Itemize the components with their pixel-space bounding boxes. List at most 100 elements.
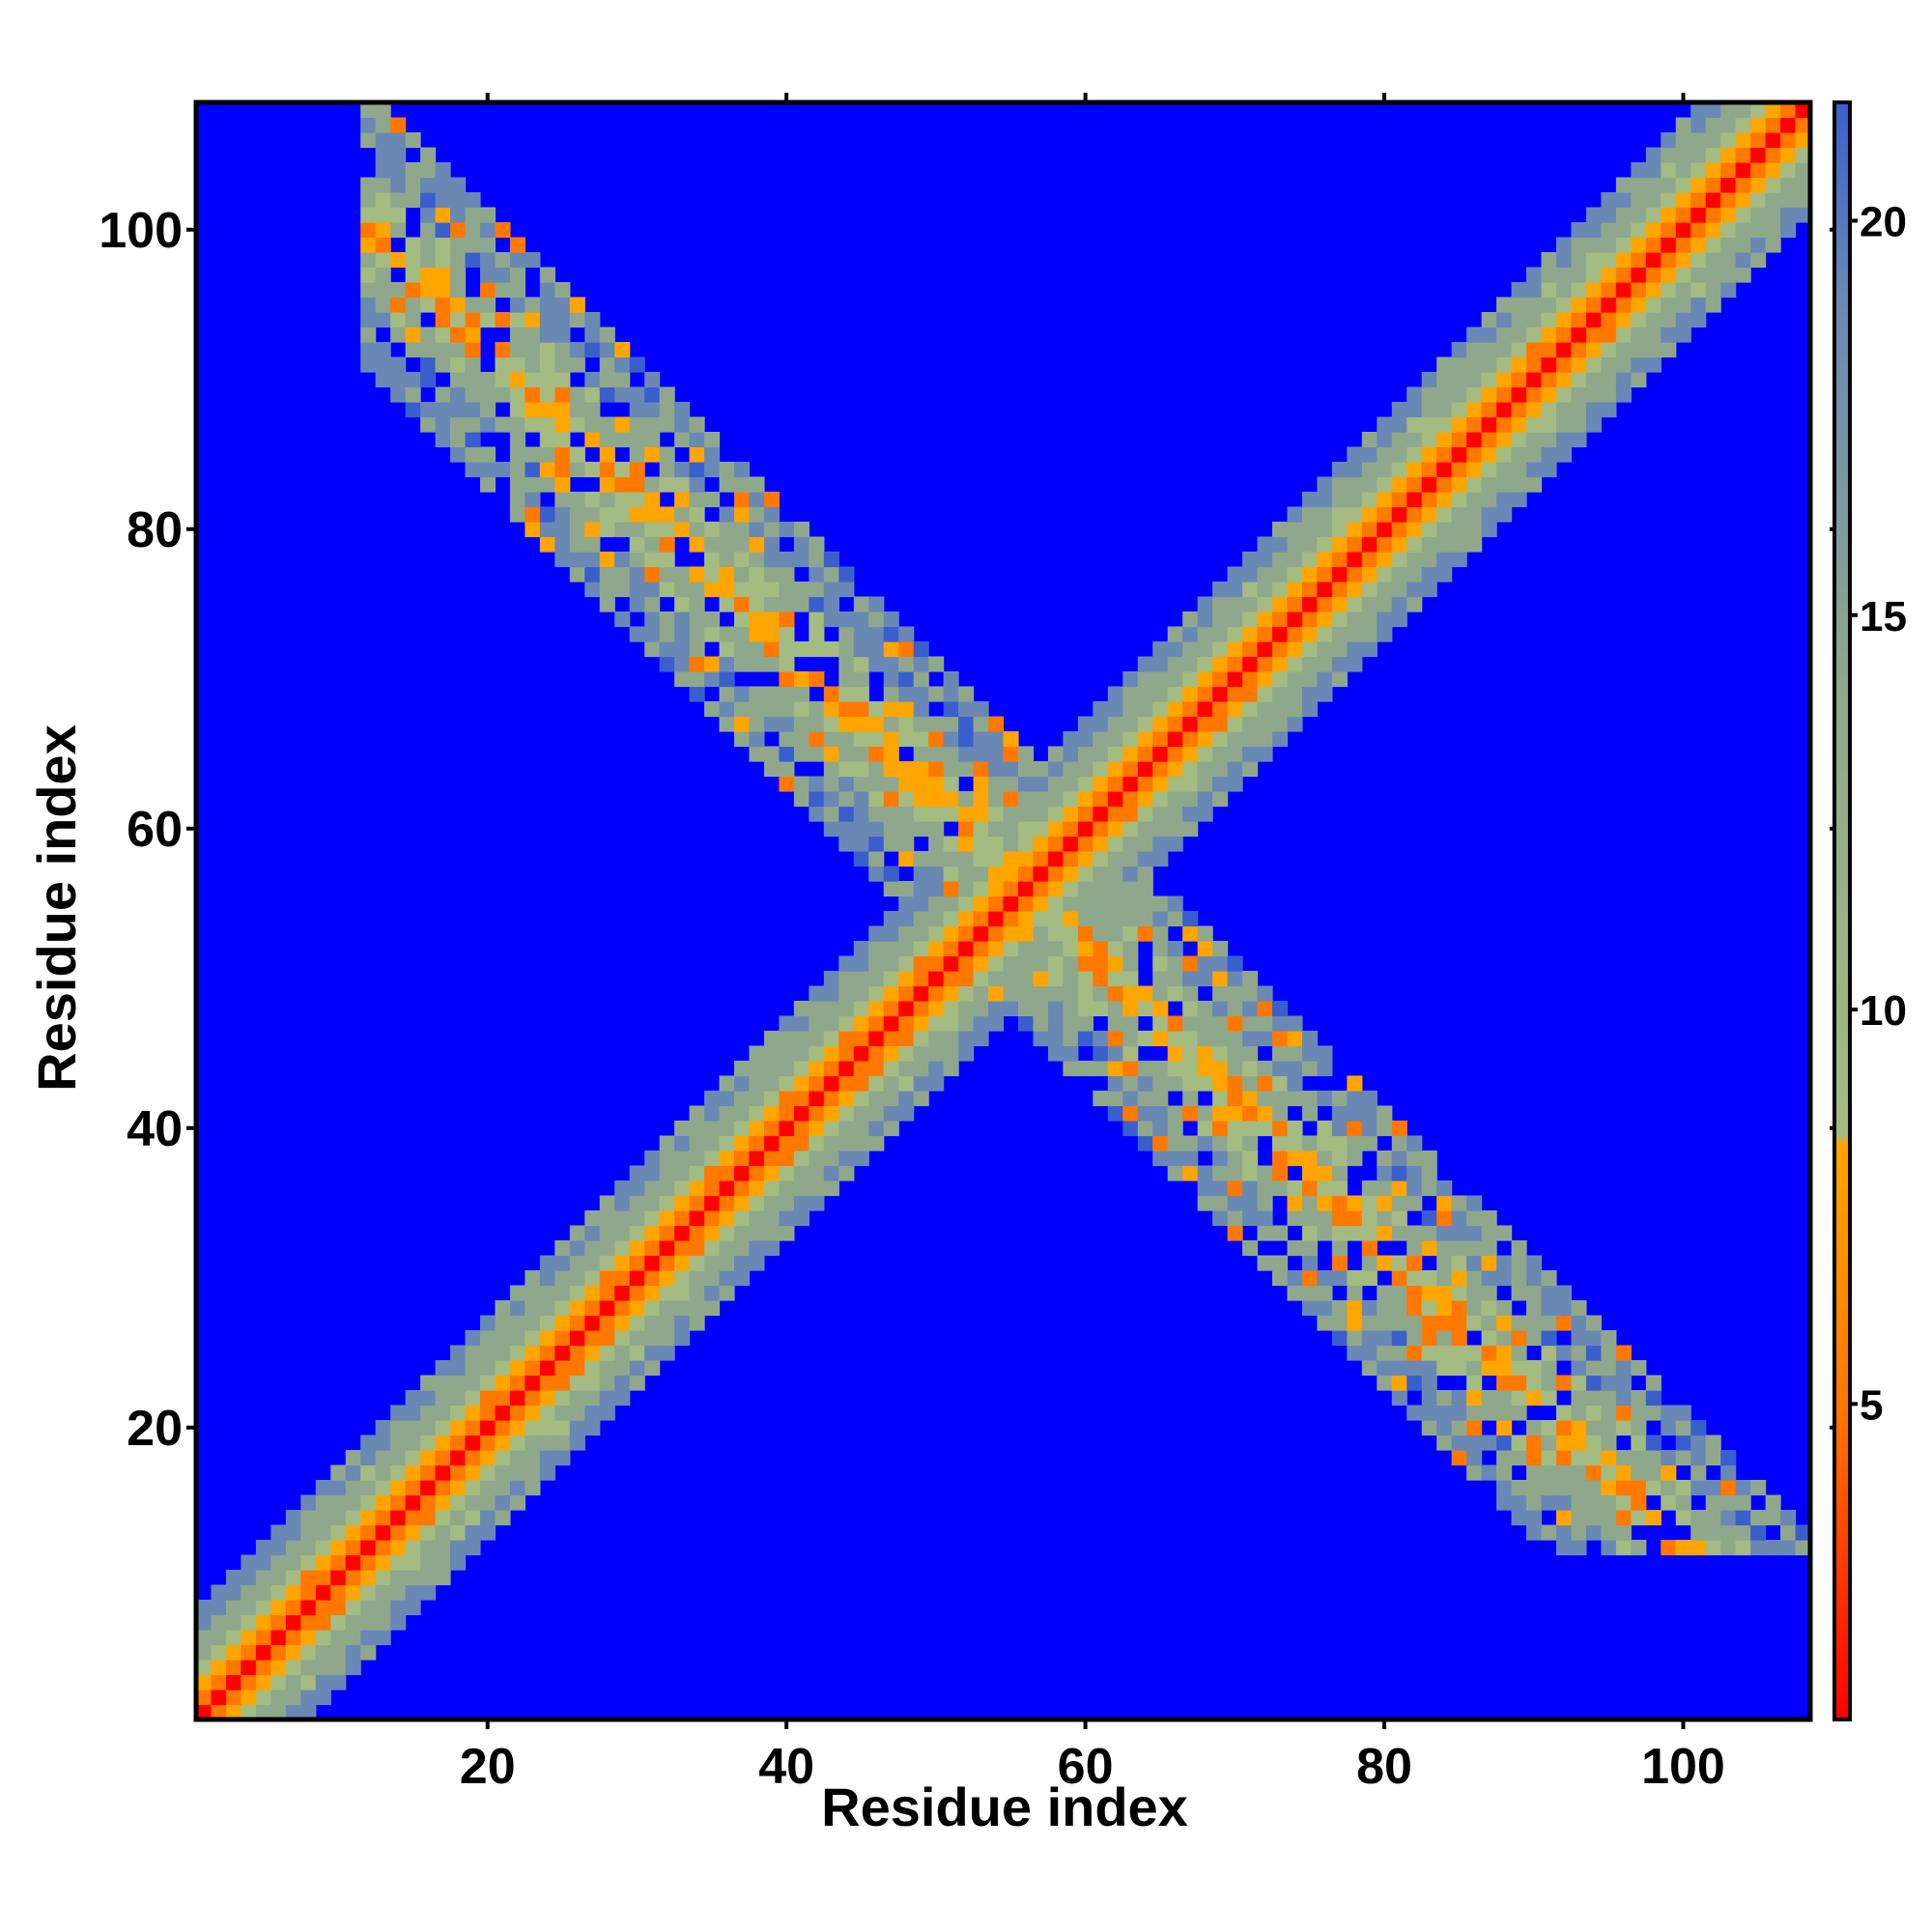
heatmap-cell bbox=[1481, 416, 1497, 433]
heatmap-cell bbox=[1017, 955, 1035, 972]
heatmap-cell bbox=[1033, 821, 1049, 838]
heatmap-cell bbox=[1003, 746, 1019, 762]
heatmap-cell bbox=[1571, 282, 1587, 298]
heatmap-cell bbox=[420, 1375, 437, 1391]
heatmap-cell bbox=[1063, 776, 1079, 792]
heatmap-cell bbox=[1122, 911, 1139, 927]
heatmap-cell bbox=[1197, 716, 1213, 732]
heatmap-cell bbox=[569, 386, 585, 403]
heatmap-cell bbox=[1242, 626, 1259, 642]
heatmap-cell bbox=[1047, 776, 1064, 792]
heatmap-cell bbox=[1690, 1435, 1707, 1451]
heatmap-cell bbox=[943, 686, 959, 702]
heatmap-cell bbox=[823, 731, 839, 748]
heatmap-cell bbox=[554, 1270, 571, 1287]
heatmap-cell bbox=[838, 731, 855, 748]
heatmap-cell bbox=[779, 746, 795, 762]
heatmap-cell bbox=[659, 536, 675, 553]
heatmap-cell bbox=[405, 327, 421, 343]
heatmap-cell bbox=[1077, 1001, 1094, 1017]
heatmap-cell bbox=[689, 1315, 705, 1331]
heatmap-cell bbox=[749, 1195, 765, 1211]
heatmap-cell bbox=[749, 1240, 765, 1257]
heatmap-cell bbox=[465, 1420, 481, 1436]
heatmap-cell bbox=[1347, 462, 1363, 478]
heatmap-cell bbox=[734, 611, 751, 628]
heatmap-cell bbox=[525, 506, 541, 523]
heatmap-cell bbox=[479, 386, 497, 403]
heatmap-cell bbox=[1137, 746, 1153, 762]
heatmap-cell bbox=[1421, 372, 1437, 388]
heatmap-cell bbox=[1705, 237, 1721, 253]
heatmap-cell bbox=[1421, 522, 1437, 538]
y-tick-label: 20 bbox=[127, 1401, 183, 1457]
heatmap-cell bbox=[868, 1091, 885, 1107]
heatmap-cell bbox=[973, 895, 989, 912]
heatmap-cell bbox=[823, 1180, 839, 1197]
heatmap-cell bbox=[749, 552, 765, 568]
heatmap-cell bbox=[913, 701, 929, 718]
heatmap-cell bbox=[390, 1405, 407, 1421]
heatmap-cell bbox=[1152, 701, 1169, 718]
heatmap-cell bbox=[1227, 701, 1243, 718]
heatmap-cell bbox=[1107, 731, 1123, 748]
heatmap-cell bbox=[1361, 1315, 1378, 1331]
heatmap-cell bbox=[1212, 686, 1229, 702]
heatmap-cell bbox=[525, 492, 541, 508]
heatmap-cell bbox=[1003, 955, 1019, 972]
heatmap-cell bbox=[420, 177, 437, 193]
heatmap-cell bbox=[1107, 895, 1123, 912]
heatmap-cell bbox=[1182, 626, 1199, 642]
heatmap-cell bbox=[1212, 1001, 1229, 1017]
heatmap-cell bbox=[1212, 656, 1229, 672]
heatmap-cell bbox=[1017, 836, 1035, 852]
heatmap-cell bbox=[1555, 1540, 1573, 1556]
heatmap-cell bbox=[704, 1255, 721, 1271]
heatmap-cell bbox=[749, 1061, 765, 1077]
heatmap-cell bbox=[285, 1554, 301, 1571]
heatmap-cell bbox=[928, 791, 945, 808]
heatmap-cell bbox=[1631, 1360, 1647, 1377]
heatmap-cell bbox=[1227, 1121, 1243, 1137]
heatmap-cell bbox=[390, 252, 407, 269]
heatmap-cell bbox=[300, 1494, 317, 1511]
heatmap-cell bbox=[614, 1210, 631, 1227]
heatmap-cell bbox=[973, 701, 989, 718]
heatmap-cell bbox=[479, 1450, 497, 1466]
heatmap-cell bbox=[853, 596, 869, 612]
heatmap-cell bbox=[1301, 1180, 1319, 1197]
heatmap-cell bbox=[1661, 132, 1677, 149]
heatmap-cell bbox=[1063, 971, 1079, 987]
heatmap-cell bbox=[1541, 416, 1557, 433]
heatmap-cell bbox=[898, 761, 915, 778]
heatmap-cell bbox=[599, 582, 615, 598]
heatmap-cell bbox=[1182, 821, 1199, 838]
heatmap-cell bbox=[465, 312, 481, 328]
heatmap-cell bbox=[1137, 911, 1153, 927]
heatmap-cell bbox=[1661, 222, 1677, 239]
heatmap-cell bbox=[719, 1210, 735, 1227]
heatmap-cell bbox=[1017, 925, 1035, 942]
heatmap-cell bbox=[749, 1135, 765, 1151]
heatmap-cell bbox=[823, 686, 839, 702]
heatmap-cell bbox=[868, 656, 885, 672]
heatmap-cell bbox=[435, 1405, 451, 1421]
heatmap-cell bbox=[360, 1570, 377, 1586]
heatmap-cell bbox=[614, 356, 631, 373]
heatmap-cell bbox=[1675, 1494, 1691, 1511]
heatmap-cell bbox=[913, 641, 929, 658]
heatmap-cell bbox=[450, 356, 467, 373]
heatmap-cell bbox=[255, 1674, 271, 1690]
heatmap-cell bbox=[1093, 731, 1109, 748]
heatmap-cell bbox=[883, 1045, 899, 1062]
heatmap-cell bbox=[763, 1091, 781, 1107]
heatmap-cell bbox=[853, 985, 869, 1002]
heatmap-cell bbox=[1197, 686, 1213, 702]
heatmap-cell bbox=[1212, 582, 1229, 598]
heatmap-cell bbox=[405, 1420, 421, 1436]
heatmap-cell bbox=[420, 237, 437, 253]
heatmap-cell bbox=[345, 1630, 361, 1646]
heatmap-cell bbox=[584, 1315, 601, 1331]
heatmap-cell bbox=[1033, 925, 1049, 942]
heatmap-cell bbox=[405, 282, 421, 298]
